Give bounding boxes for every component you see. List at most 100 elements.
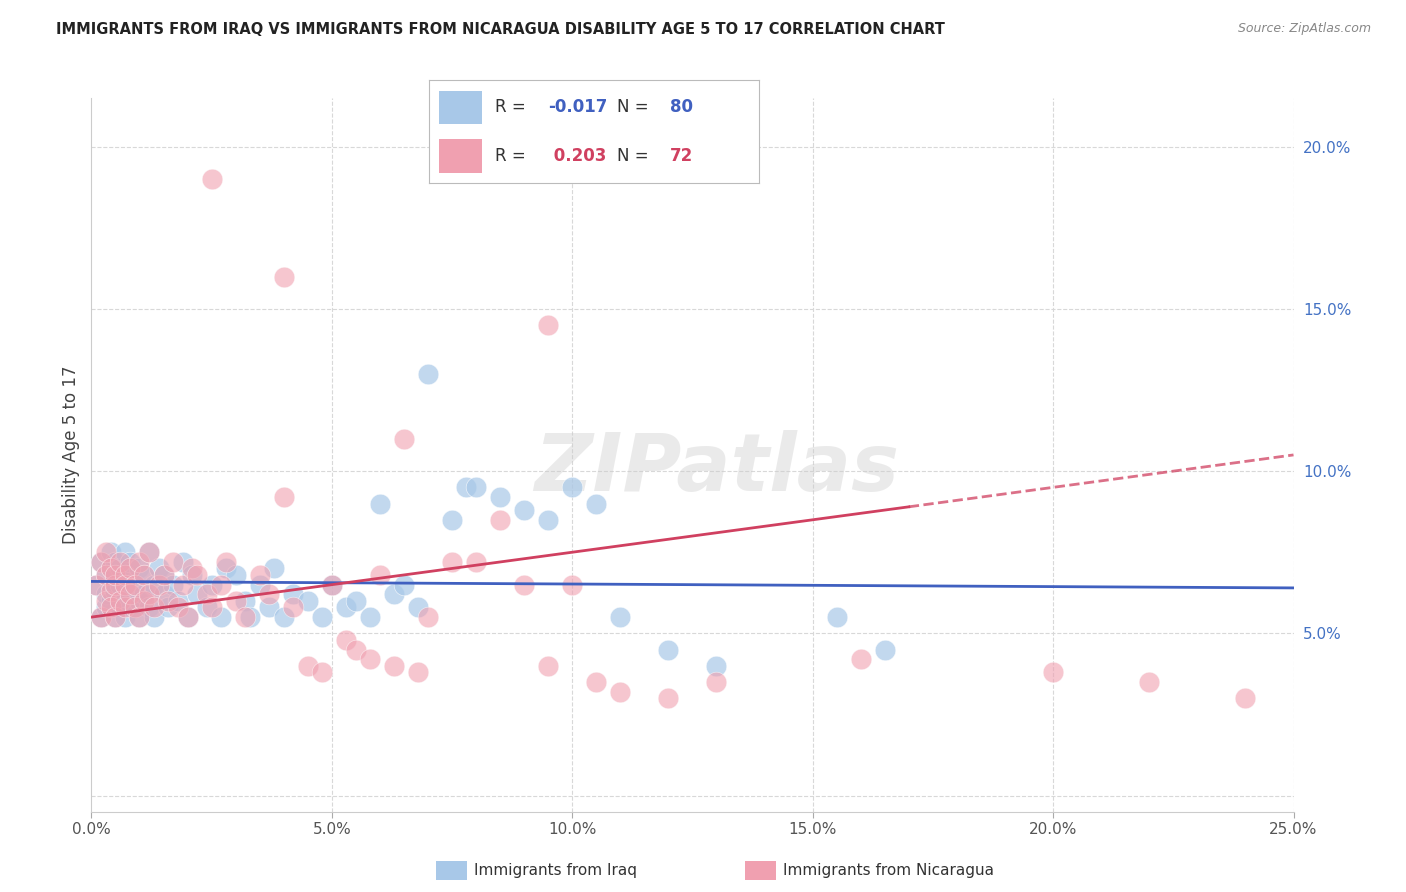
Point — [118, 555, 141, 569]
Point — [90, 610, 112, 624]
Point — [172, 577, 194, 591]
Point — [90, 555, 112, 569]
Point — [215, 561, 238, 575]
Point — [233, 610, 256, 624]
Point — [100, 577, 122, 591]
Point — [114, 545, 136, 559]
Point — [90, 555, 112, 569]
Point — [456, 480, 478, 494]
Point — [138, 587, 160, 601]
Point — [124, 600, 146, 615]
Point — [100, 600, 122, 615]
Point — [359, 610, 381, 624]
Point — [706, 658, 728, 673]
Point — [128, 594, 150, 608]
Point — [118, 587, 141, 601]
Point — [259, 600, 281, 615]
Point — [152, 587, 174, 601]
Point — [90, 610, 112, 624]
Point — [118, 568, 141, 582]
Point — [239, 610, 262, 624]
Point — [142, 610, 165, 624]
Point — [100, 545, 122, 559]
Point — [382, 587, 405, 601]
Point — [249, 568, 271, 582]
Point — [201, 600, 224, 615]
Point — [181, 568, 204, 582]
Point — [249, 577, 271, 591]
Point — [104, 555, 127, 569]
Point — [128, 561, 150, 575]
Text: 72: 72 — [671, 146, 693, 165]
Text: N =: N = — [617, 98, 654, 117]
Point — [128, 610, 150, 624]
Point — [1234, 691, 1257, 706]
Point — [118, 587, 141, 601]
Y-axis label: Disability Age 5 to 17: Disability Age 5 to 17 — [62, 366, 80, 544]
Text: Source: ZipAtlas.com: Source: ZipAtlas.com — [1237, 22, 1371, 36]
Point — [134, 568, 156, 582]
Point — [273, 610, 295, 624]
Bar — [439, 91, 482, 124]
Point — [114, 594, 136, 608]
Point — [537, 513, 560, 527]
Point — [118, 561, 141, 575]
Point — [181, 561, 204, 575]
Point — [100, 594, 122, 608]
Point — [186, 587, 208, 601]
Point — [335, 600, 357, 615]
Bar — [439, 139, 482, 173]
Point — [104, 610, 127, 624]
Point — [128, 555, 150, 569]
Text: IMMIGRANTS FROM IRAQ VS IMMIGRANTS FROM NICARAGUA DISABILITY AGE 5 TO 17 CORRELA: IMMIGRANTS FROM IRAQ VS IMMIGRANTS FROM … — [56, 22, 945, 37]
Point — [537, 318, 560, 333]
Point — [142, 577, 165, 591]
Text: ZIPatlas: ZIPatlas — [534, 430, 898, 508]
Point — [489, 513, 512, 527]
Point — [124, 577, 146, 591]
Point — [225, 594, 247, 608]
Point — [609, 684, 631, 698]
Point — [273, 490, 295, 504]
Point — [157, 600, 180, 615]
Point — [104, 568, 127, 582]
Point — [104, 577, 127, 591]
Point — [561, 480, 583, 494]
Point — [201, 577, 224, 591]
Point — [110, 594, 132, 608]
Point — [1137, 675, 1160, 690]
Point — [368, 568, 391, 582]
Point — [94, 600, 117, 615]
Text: -0.017: -0.017 — [548, 98, 607, 117]
Point — [134, 587, 156, 601]
Point — [513, 577, 536, 591]
Point — [142, 600, 165, 615]
Point — [416, 610, 439, 624]
Point — [138, 545, 160, 559]
Point — [172, 555, 194, 569]
Point — [335, 632, 357, 647]
Point — [368, 497, 391, 511]
Point — [110, 600, 132, 615]
Point — [209, 577, 232, 591]
Point — [176, 610, 198, 624]
Point — [273, 269, 295, 284]
Point — [465, 555, 488, 569]
Point — [186, 568, 208, 582]
Point — [849, 652, 872, 666]
Point — [321, 577, 343, 591]
Point — [176, 610, 198, 624]
Point — [225, 568, 247, 582]
Point — [259, 587, 281, 601]
Point — [148, 577, 170, 591]
Point — [148, 561, 170, 575]
Point — [138, 600, 160, 615]
Point — [657, 642, 679, 657]
Point — [138, 545, 160, 559]
Point — [114, 600, 136, 615]
Point — [440, 555, 463, 569]
Point — [94, 545, 117, 559]
Point — [283, 600, 305, 615]
Point — [152, 568, 174, 582]
Point — [94, 594, 117, 608]
